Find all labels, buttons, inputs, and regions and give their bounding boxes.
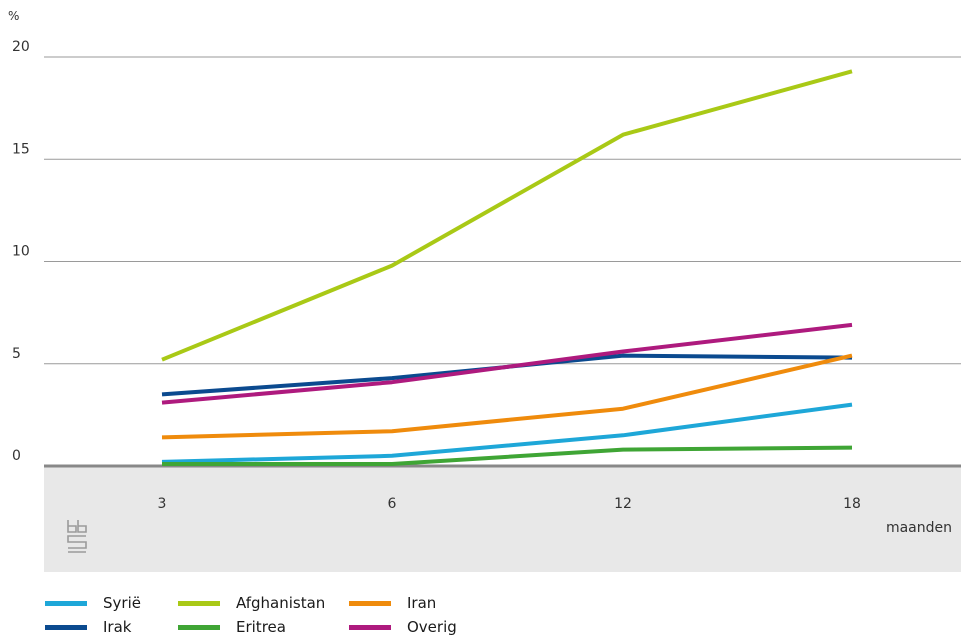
legend-label: Overig	[407, 618, 457, 636]
legend-item: Irak	[45, 616, 131, 638]
legend-label: Iran	[407, 594, 437, 612]
legend-swatch	[349, 624, 391, 630]
line-chart: 0 5 10 15 20 3 6 12 18 % maanden	[8, 9, 961, 572]
legend-swatch	[178, 624, 220, 630]
x-axis-label: maanden	[886, 520, 952, 536]
legend: Syrië Afghanistan Iran Irak Eritrea Over…	[45, 592, 565, 639]
x-axis-band	[44, 466, 961, 572]
legend-item: Afghanistan	[178, 592, 325, 614]
series-line-irak	[161, 353, 853, 397]
y-tick-label: 10	[12, 244, 30, 260]
y-tick-label: 5	[12, 346, 21, 362]
legend-swatch	[178, 600, 220, 606]
legend-swatch	[45, 600, 87, 606]
legend-label: Eritrea	[236, 618, 286, 636]
series-line-overig	[161, 322, 853, 405]
legend-label: Irak	[103, 618, 132, 636]
x-tick-label: 12	[614, 496, 632, 512]
legend-item: Iran	[349, 592, 436, 614]
y-tick-label: 20	[12, 39, 30, 55]
legend-swatch	[349, 600, 391, 606]
y-axis-unit: %	[8, 9, 19, 23]
legend-item: Overig	[349, 616, 457, 638]
y-tick-label: 0	[12, 448, 21, 464]
y-tick-label: 15	[12, 141, 30, 157]
series-line-afghanistan	[161, 69, 853, 362]
legend-label: Afghanistan	[236, 594, 326, 612]
x-tick-label: 18	[843, 496, 861, 512]
legend-swatch	[45, 624, 87, 630]
cbs-logo-icon	[67, 520, 87, 553]
series-line-eritrea	[162, 445, 853, 466]
x-tick-label: 3	[158, 496, 167, 512]
legend-label: Syrië	[103, 594, 141, 612]
x-tick-label: 6	[388, 496, 397, 512]
legend-item: Eritrea	[178, 616, 286, 638]
legend-item: Syrië	[45, 592, 141, 614]
series-line-iran	[161, 353, 853, 440]
series-line-syri	[161, 402, 853, 464]
